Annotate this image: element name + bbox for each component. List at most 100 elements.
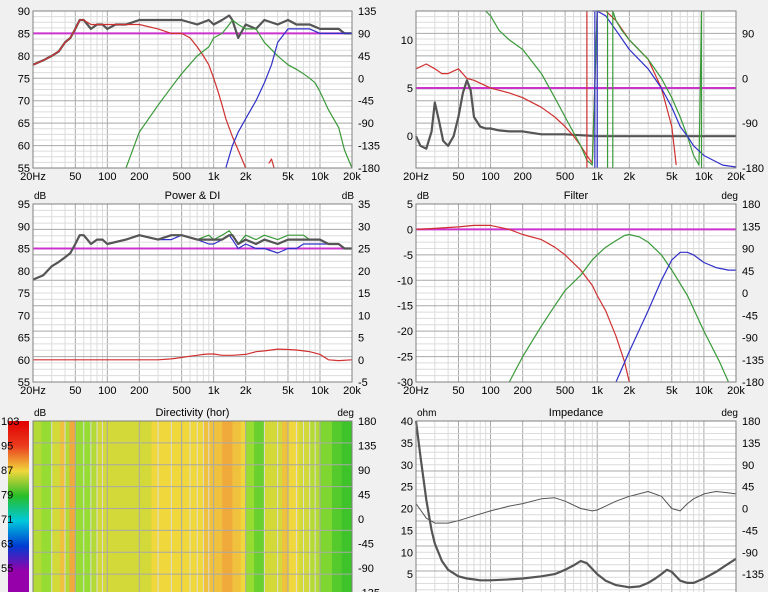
y-tick-label: 40 xyxy=(401,416,413,428)
heatmap-cell xyxy=(107,421,120,592)
y2-tick-label: -45 xyxy=(358,96,374,108)
y2-tick-label: 20 xyxy=(358,266,370,278)
y2-tick-label: 90 xyxy=(742,244,754,256)
chart-spl: 55 60 65 70 75 80 85 90 -180 -135 -90 -45 0 45 90 135 20… xyxy=(18,6,380,183)
y2-tick-label: -90 xyxy=(742,118,758,130)
x-tick-label: 200 xyxy=(130,171,148,183)
chart-impedance: 510152025303540-135-90-450459013518020Hz… xyxy=(401,407,764,592)
y-tick-label: 75 xyxy=(18,288,30,300)
y2-tick-label: 35 xyxy=(358,199,370,211)
x-tick-label: 50 xyxy=(69,385,81,397)
heatmap-cell xyxy=(282,421,289,592)
chart-phase: 0 5 10 -180 -90 0 90 20Hz 50 100 200 500 1k 2k 5k 10k 20… xyxy=(401,10,764,183)
y2-tick-label: 180 xyxy=(742,416,760,428)
y2-tick-label: 0 xyxy=(358,73,364,85)
x-tick-label: 20Hz xyxy=(403,385,429,397)
heatmap-cell xyxy=(232,421,242,592)
x-tick-label: 10k xyxy=(311,171,329,183)
y2-unit-label: deg xyxy=(337,408,354,419)
heatmap-cell xyxy=(60,421,66,592)
chart-power: 55 60 65 70 75 80 85 90 95 -5 0 5 10 15 20 25 30 35 20Hz 50… xyxy=(18,190,371,397)
heatmap-cell xyxy=(319,421,333,592)
y2-tick-label: 45 xyxy=(358,490,370,502)
y2-tick-label: 0 xyxy=(742,288,748,300)
x-tick-label: 20k xyxy=(727,171,745,183)
heatmap-cell xyxy=(287,421,300,592)
y-tick-label: 75 xyxy=(18,73,30,85)
y2-tick-label: -45 xyxy=(742,525,758,537)
x-tick-label: 10k xyxy=(311,385,329,397)
y2-tick-label: -5 xyxy=(358,377,368,389)
y-tick-label: 0 xyxy=(407,224,413,236)
y-unit-label: dB xyxy=(34,408,47,419)
chart-directivity: -135-90-450459013518010395877971635520Hz… xyxy=(1,407,380,592)
y-tick-label: 30 xyxy=(401,460,413,472)
y2-tick-label: 135 xyxy=(358,441,376,453)
series-line-grey xyxy=(414,420,737,589)
y2-tick-label: -180 xyxy=(742,163,764,175)
heatmap-cell xyxy=(192,421,204,592)
series-line-red xyxy=(32,19,247,169)
colorbar-tick-label: 55 xyxy=(1,563,13,575)
chart-title: Impedance xyxy=(549,407,603,419)
heatmap-cell xyxy=(119,421,130,592)
y-tick-label: 65 xyxy=(18,333,30,345)
x-tick-label: 200 xyxy=(513,171,531,183)
y-tick-label: 25 xyxy=(401,482,413,494)
heatmap-cell xyxy=(90,421,98,592)
y-tick-label: 85 xyxy=(18,244,30,256)
y2-tick-label: -90 xyxy=(742,547,758,559)
x-tick-label: 500 xyxy=(556,385,574,397)
x-tick-label: 1k xyxy=(208,171,220,183)
y2-tick-label: 180 xyxy=(742,199,760,211)
series-line-green xyxy=(508,233,730,383)
heatmap-cell xyxy=(151,421,162,592)
x-tick-label: 100 xyxy=(98,171,116,183)
y-tick-label: -30 xyxy=(397,377,413,389)
y-tick-label: 70 xyxy=(18,96,30,108)
x-tick-label: 20Hz xyxy=(403,171,429,183)
x-tick-label: 2k xyxy=(240,385,252,397)
series-line-blue xyxy=(615,251,736,383)
y2-tick-label: 25 xyxy=(358,244,370,256)
y-unit-label: ohm xyxy=(417,408,436,419)
colorbar-tick-label: 71 xyxy=(1,514,13,526)
plot-frame xyxy=(415,10,737,169)
y-tick-label: 65 xyxy=(18,118,30,130)
heatmap-cell xyxy=(69,421,76,592)
y2-tick-label: -135 xyxy=(358,141,380,153)
colorbar-tick-label: 63 xyxy=(1,539,13,551)
y-tick-label: -20 xyxy=(397,326,413,338)
y2-tick-label: -135 xyxy=(742,569,764,581)
x-tick-label: 20Hz xyxy=(20,385,46,397)
x-tick-label: 200 xyxy=(130,385,148,397)
heatmap-cell xyxy=(129,421,140,592)
y2-tick-label: -90 xyxy=(358,563,374,575)
y-tick-label: 90 xyxy=(18,6,30,18)
colorbar xyxy=(8,421,29,592)
y2-unit-label: dB xyxy=(342,191,355,202)
colorbar-tick-label: 95 xyxy=(1,441,13,453)
x-tick-label: 100 xyxy=(481,385,499,397)
y-tick-label: 90 xyxy=(18,221,30,233)
y2-tick-label: 0 xyxy=(358,514,364,526)
y2-tick-label: 10 xyxy=(358,310,370,322)
y2-tick-label: 45 xyxy=(742,482,754,494)
x-tick-label: 50 xyxy=(452,385,464,397)
y2-tick-label: -180 xyxy=(742,377,764,389)
y2-tick-label: 15 xyxy=(358,288,370,300)
x-tick-label: 20k xyxy=(343,385,361,397)
y-tick-label: 80 xyxy=(18,266,30,278)
y-tick-label: 70 xyxy=(18,310,30,322)
y-tick-label: 20 xyxy=(401,504,413,516)
y2-tick-label: 180 xyxy=(358,416,376,428)
heatmap-cell xyxy=(332,421,343,592)
y-tick-label: 5 xyxy=(407,83,413,95)
y-tick-label: 5 xyxy=(407,569,413,581)
colorbar-tick-label: 87 xyxy=(1,465,13,477)
x-tick-label: 1k xyxy=(208,385,220,397)
x-tick-label: 100 xyxy=(98,385,116,397)
x-tick-label: 5k xyxy=(282,171,294,183)
y-tick-label: 0 xyxy=(407,131,413,143)
y2-tick-label: 45 xyxy=(358,51,370,63)
